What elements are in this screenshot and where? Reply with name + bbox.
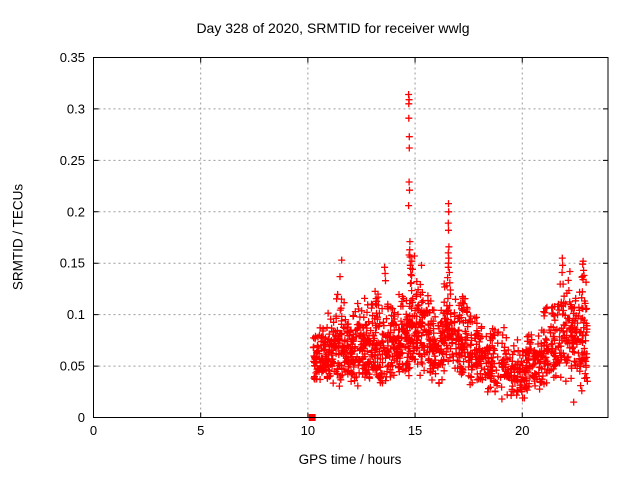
y-tick-label: 0	[78, 410, 85, 425]
y-tick-label: 0.15	[60, 256, 85, 271]
grid-lines	[93, 57, 608, 418]
y-tick-label: 0.3	[67, 101, 85, 116]
plot-border	[93, 57, 609, 418]
x-tick-label: 5	[197, 423, 204, 438]
x-axis-label: GPS time / hours	[298, 452, 402, 467]
y-tick-label: 0.35	[60, 50, 85, 65]
axis-ticks	[93, 57, 608, 418]
y-tick-label: 0.2	[67, 204, 85, 219]
y-tick-label: 0.1	[67, 307, 85, 322]
chart-title: Day 328 of 2020, SRMTID for receiver wwl…	[196, 20, 470, 36]
y-tick-label: 0.25	[60, 153, 85, 168]
x-tick-label: 15	[408, 423, 422, 438]
y-tick-label: 0.05	[60, 359, 85, 374]
x-tick-label: 0	[90, 423, 97, 438]
x-tick-label: 20	[515, 423, 529, 438]
x-tick-label: 10	[301, 423, 315, 438]
scatter-plus-markers	[309, 91, 591, 406]
